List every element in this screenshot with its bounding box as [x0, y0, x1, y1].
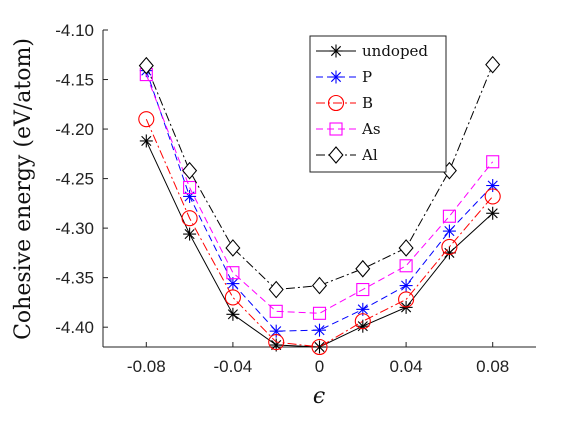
data-point [181, 210, 198, 227]
data-point [355, 259, 371, 278]
data-point [442, 224, 456, 238]
legend-item-As: As [316, 120, 381, 138]
y-tick-label: -4.30 [55, 219, 94, 238]
legend-label: B [362, 94, 373, 112]
y-tick-label: -4.10 [55, 21, 94, 40]
data-point [182, 161, 198, 180]
legend-marker [327, 94, 345, 112]
data-point [183, 227, 197, 241]
y-tick-label: -4.15 [55, 71, 94, 90]
legend-marker [328, 146, 344, 164]
data-point [139, 134, 153, 148]
x-tick-label: -0.04 [214, 357, 253, 376]
x-tick-label: -0.08 [127, 357, 166, 376]
series-As [139, 68, 500, 320]
legend: undoped PB As Al [309, 35, 447, 173]
x-tick-label: 0.04 [390, 357, 423, 376]
x-tick-label: 0.08 [476, 357, 509, 376]
series-line [145, 64, 494, 291]
legend-item-undoped: undoped [316, 42, 428, 60]
legend-item-P: P [316, 68, 372, 86]
data-point [398, 291, 415, 308]
legend-marker [329, 44, 343, 58]
legend-marker [329, 122, 343, 136]
data-point [226, 307, 240, 321]
data-point [183, 180, 197, 195]
data-point [484, 188, 501, 205]
data-point [398, 239, 414, 257]
y-tick-label: -4.20 [55, 120, 94, 139]
y-tick-label: -4.35 [55, 269, 94, 288]
legend-item-B: B [316, 94, 373, 112]
legend-label: Al [361, 146, 378, 164]
y-axis-label: Cohesive energy (eV/atom) [11, 38, 36, 340]
data-point [268, 280, 284, 299]
data-point [399, 259, 413, 273]
data-point [269, 304, 283, 318]
series-undoped [139, 134, 500, 354]
series-layer [138, 55, 501, 356]
data-point [183, 189, 197, 203]
series-P [139, 64, 500, 338]
data-point [356, 282, 370, 297]
data-point [399, 279, 413, 293]
data-point [313, 340, 326, 354]
data-point [441, 238, 458, 255]
data-point [226, 266, 240, 280]
data-point [225, 239, 241, 257]
y-tick-label: -4.25 [55, 170, 94, 189]
data-point [138, 111, 155, 128]
legend-label: As [361, 120, 381, 138]
data-point [486, 206, 500, 220]
series-line [145, 118, 494, 348]
data-point [224, 289, 241, 306]
data-point [226, 277, 240, 291]
data-point [138, 56, 154, 75]
data-point [486, 155, 500, 169]
axes: -4.40 -4.35 -4.30 -4.25 -4.20 -4.15 -4.10 -0.08… [55, 21, 536, 376]
data-point [354, 313, 371, 330]
x-axis-label: ϵ [313, 384, 325, 409]
legend-marker [329, 70, 343, 84]
data-point [269, 324, 283, 338]
data-point [442, 209, 456, 223]
y-tick-label: -4.40 [55, 318, 94, 337]
legend-label: P [362, 68, 372, 86]
data-point [311, 338, 328, 356]
x-tick-label: 0 [315, 357, 324, 376]
data-point [311, 276, 328, 295]
data-point [485, 55, 501, 74]
data-point [356, 319, 370, 333]
data-point [313, 323, 326, 337]
data-point [312, 306, 327, 320]
series-Al [138, 55, 501, 299]
data-point [268, 333, 285, 351]
legend-box [309, 35, 447, 173]
series-B [138, 111, 501, 356]
data-point [486, 179, 500, 193]
legend-label: undoped [362, 42, 428, 60]
series-line [145, 70, 494, 332]
legend-item-Al: Al [316, 146, 378, 164]
